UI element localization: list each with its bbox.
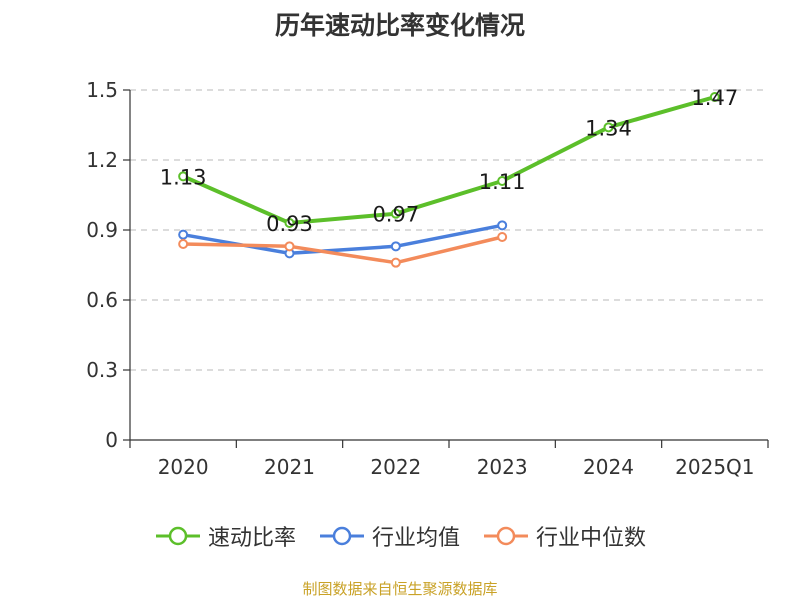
- data-point[interactable]: [178, 239, 189, 249]
- x-tick-label: 2025Q1: [675, 455, 754, 479]
- data-point[interactable]: [603, 122, 614, 133]
- legend-line-marker-icon: [484, 526, 528, 546]
- x-tick-label: 2023: [477, 455, 528, 479]
- legend-item[interactable]: 行业中位数: [482, 520, 646, 552]
- legend-label: 行业均值: [371, 526, 460, 551]
- y-tick-label: 0.3: [86, 358, 118, 382]
- data-label: 1.47: [691, 86, 738, 110]
- source-note: 制图数据来自恒生聚源数据库: [302, 580, 498, 598]
- data-point[interactable]: [709, 92, 720, 102]
- data-point[interactable]: [178, 171, 189, 182]
- series-lines: [178, 92, 720, 268]
- data-point[interactable]: [497, 176, 508, 186]
- chart-title: 历年速动比率变化情况: [274, 11, 525, 40]
- y-tick-label: 0: [105, 428, 118, 452]
- series-line: [183, 235, 503, 265]
- data-point[interactable]: [284, 218, 295, 228]
- x-tick-label: 2020: [158, 455, 209, 479]
- data-point[interactable]: [284, 241, 295, 252]
- x-tick-label: 2024: [583, 455, 634, 479]
- data-point[interactable]: [390, 257, 401, 268]
- axes: 0 0.3 0.6 0.9 1.2 1.5 2020 2021 2022 2023 2024 2025…: [86, 78, 769, 479]
- legend-label: 速动比率: [207, 526, 296, 551]
- legend-item[interactable]: 行业均值: [318, 520, 460, 552]
- y-tick-label: 0.9: [86, 218, 118, 242]
- legend-line-marker-icon: [155, 526, 200, 546]
- series-line: [182, 95, 716, 225]
- x-tick-label: 2022: [370, 455, 421, 479]
- data-label: 1.34: [585, 116, 632, 140]
- legend-line-marker-icon: [319, 526, 364, 546]
- data-point[interactable]: [390, 241, 401, 252]
- legend-label: 行业中位数: [536, 526, 647, 551]
- data-point[interactable]: [390, 208, 401, 219]
- x-tick-label: 2021: [264, 455, 315, 479]
- data-label: 0.97: [372, 203, 419, 227]
- y-tick-label: 0.6: [86, 288, 118, 312]
- data-point[interactable]: [497, 232, 508, 242]
- data-point[interactable]: [178, 229, 189, 240]
- grid-lines: [130, 89, 768, 371]
- data-point[interactable]: [497, 220, 508, 231]
- legend: 速动比率 行业均值 行业中位数: [0, 520, 800, 552]
- data-label: 1.13: [160, 165, 207, 189]
- data-label: 1.11: [479, 170, 526, 194]
- legend-item[interactable]: 速动比率: [154, 520, 296, 552]
- data-labels: 1.13 0.93 0.97 1.11 1.34 1.47: [160, 86, 738, 236]
- y-tick-label: 1.2: [86, 148, 118, 172]
- data-label: 0.93: [266, 212, 313, 236]
- y-tick-label: 1.5: [86, 78, 118, 102]
